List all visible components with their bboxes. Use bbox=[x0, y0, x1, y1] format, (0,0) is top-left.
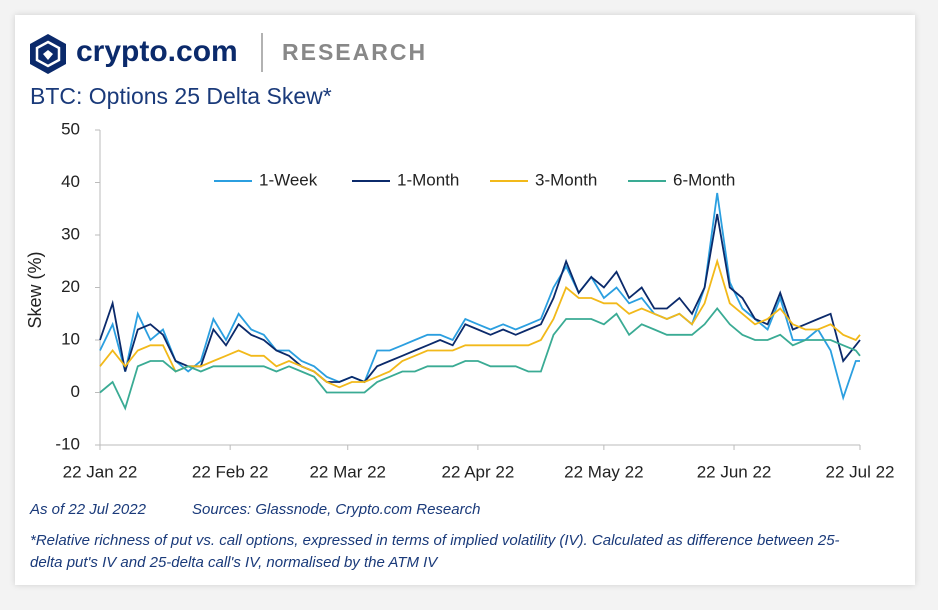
x-tick-label: 22 Jun 22 bbox=[697, 462, 772, 481]
footer-sources: Sources: Glassnode, Crypto.com Research bbox=[192, 501, 480, 518]
y-tick-label: 40 bbox=[61, 172, 80, 191]
x-tick-label: 22 Mar 22 bbox=[309, 462, 386, 481]
footer-date: As of 22 Jul 2022 bbox=[29, 501, 147, 518]
brand: crypto.com bbox=[76, 35, 238, 68]
y-tick-label: 10 bbox=[61, 329, 80, 348]
legend-label: 1-Month bbox=[397, 170, 459, 189]
legend-label: 1-Week bbox=[259, 170, 318, 189]
y-axis-label: Skew (%) bbox=[25, 251, 45, 328]
series-line bbox=[99, 213, 861, 384]
legend-label: 6-Month bbox=[673, 170, 735, 189]
y-tick-label: 0 bbox=[71, 382, 80, 401]
x-tick-label: 22 Jul 22 bbox=[826, 462, 895, 481]
x-tick-label: 22 Feb 22 bbox=[192, 462, 269, 481]
x-tick-label: 22 Apr 22 bbox=[442, 462, 515, 481]
chart-title: BTC: Options 25 Delta Skew* bbox=[30, 83, 332, 109]
logo-icon bbox=[30, 34, 66, 74]
footer-note-box: *Relative richness of put vs. call optio… bbox=[30, 532, 840, 571]
y-tick-label: 50 bbox=[61, 119, 80, 138]
x-tick-label: 22 May 22 bbox=[564, 462, 643, 481]
y-tick-label: 30 bbox=[61, 224, 80, 243]
y-tick-label: 20 bbox=[61, 277, 80, 296]
series-line bbox=[99, 258, 861, 389]
footer-note: *Relative richness of put vs. call optio… bbox=[30, 532, 840, 571]
series-line bbox=[99, 307, 861, 411]
legend-label: 3-Month bbox=[535, 170, 597, 189]
y-tick-label: -10 bbox=[55, 434, 80, 453]
x-tick-label: 22 Jan 22 bbox=[63, 462, 138, 481]
series-line bbox=[99, 192, 860, 401]
card bbox=[15, 15, 915, 585]
division: RESEARCH bbox=[282, 39, 427, 65]
